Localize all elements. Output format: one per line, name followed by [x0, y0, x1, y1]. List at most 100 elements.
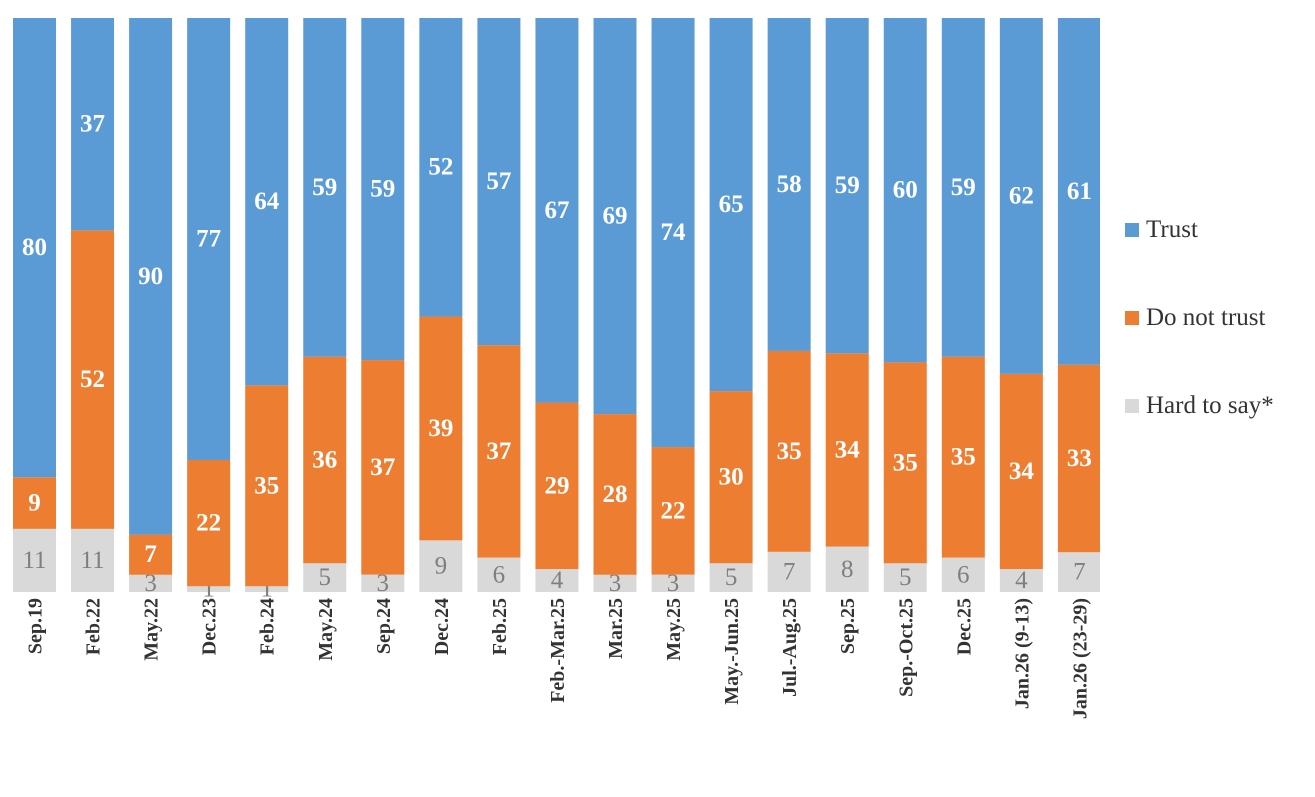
legend-item-hard-to-say: Hard to say* [1125, 388, 1274, 424]
x-tick-label-1: Sep.19 [25, 598, 47, 654]
bar-segment-do-not-trust-15 [825, 353, 869, 547]
data-label-trust-14: 58 [777, 171, 802, 198]
data-label-hard-to-say-2: 11 [81, 547, 105, 574]
bar-segment-hard-to-say-2 [71, 528, 115, 592]
bar-segment-do-not-trust-1 [13, 477, 56, 529]
bar-segment-trust-12 [651, 18, 695, 448]
bar-segment-hard-to-say-5 [245, 586, 289, 592]
data-label-do-not-trust-17: 35 [951, 444, 976, 471]
data-label-hard-to-say-11: 3 [609, 570, 622, 597]
bar-segment-hard-to-say-17 [941, 557, 985, 592]
data-label-hard-to-say-14: 7 [783, 558, 796, 585]
bar-segment-do-not-trust-3 [129, 534, 173, 575]
data-label-trust-13: 65 [719, 191, 744, 218]
data-label-do-not-trust-12: 22 [661, 497, 686, 524]
bar-segment-hard-to-say-6 [303, 563, 347, 592]
bar-segment-hard-to-say-16 [883, 563, 927, 592]
data-label-hard-to-say-1: 11 [22, 547, 46, 574]
data-label-do-not-trust-16: 35 [893, 449, 918, 476]
x-tick-label-19: Jan.26 (23-29) [1069, 598, 1091, 719]
bar-segment-do-not-trust-14 [767, 350, 811, 552]
data-label-do-not-trust-15: 34 [835, 436, 861, 463]
data-label-do-not-trust-8: 39 [428, 415, 453, 442]
bar-segment-hard-to-say-19 [1057, 552, 1100, 592]
data-label-hard-to-say-17: 6 [957, 561, 970, 588]
legend-item-trust: Trust [1125, 212, 1274, 248]
data-label-hard-to-say-16: 5 [899, 564, 912, 591]
bar-segment-do-not-trust-10 [535, 402, 579, 570]
data-label-do-not-trust-10: 29 [544, 472, 569, 499]
data-label-hard-to-say-7: 3 [377, 570, 390, 597]
bar-segment-trust-17 [941, 18, 985, 357]
bar-segment-hard-to-say-15 [825, 546, 869, 592]
bar-segment-hard-to-say-7 [361, 574, 405, 592]
x-tick-label-10: Feb.-Mar.25 [547, 598, 569, 703]
x-tick-label-2: Feb.22 [83, 598, 105, 655]
data-label-do-not-trust-6: 36 [312, 446, 337, 473]
x-tick-label-15: Sep.25 [837, 598, 859, 654]
data-label-hard-to-say-10: 4 [551, 567, 564, 594]
bar-segment-trust-4 [187, 18, 231, 460]
data-label-trust-10: 67 [544, 197, 569, 224]
bar-segment-do-not-trust-11 [593, 414, 637, 575]
data-label-trust-2: 37 [80, 111, 105, 138]
bar-segment-do-not-trust-19 [1057, 364, 1100, 553]
bar-segment-trust-18 [999, 18, 1043, 374]
data-label-do-not-trust-19: 33 [1067, 445, 1092, 472]
legend: Trust Do not trust Hard to say* [1125, 212, 1274, 476]
bar-segment-do-not-trust-5 [245, 385, 289, 587]
data-label-hard-to-say-12: 3 [667, 570, 680, 597]
data-label-trust-11: 69 [603, 203, 628, 230]
bar-segment-trust-2 [71, 18, 115, 231]
data-label-do-not-trust-18: 34 [1009, 458, 1035, 485]
bar-segment-hard-to-say-9 [477, 557, 521, 592]
data-label-trust-17: 59 [951, 174, 976, 201]
data-label-trust-7: 59 [370, 176, 395, 203]
x-tick-label-9: Feb.25 [489, 598, 511, 655]
stacked-bar-chart: 11980Sep.19115237Feb.223790May.2212277De… [13, 18, 1100, 719]
data-label-trust-3: 90 [138, 263, 163, 290]
legend-swatch-do-not-trust [1125, 311, 1139, 325]
bar-segment-hard-to-say-11 [593, 574, 637, 592]
data-label-do-not-trust-3: 7 [144, 541, 157, 568]
bar-segment-trust-13 [709, 18, 753, 392]
bar-segment-trust-9 [477, 18, 521, 346]
data-label-trust-9: 57 [486, 168, 511, 195]
bar-segment-do-not-trust-4 [187, 459, 231, 587]
data-label-do-not-trust-5: 35 [254, 472, 279, 499]
bar-segment-trust-1 [13, 18, 56, 478]
bar-segment-hard-to-say-8 [419, 540, 463, 592]
bar-segment-hard-to-say-1 [13, 528, 56, 592]
x-tick-label-18: Jan.26 (9-13) [1011, 598, 1033, 709]
bar-segment-do-not-trust-17 [941, 356, 985, 558]
data-label-hard-to-say-3: 3 [144, 570, 157, 597]
bar-segment-hard-to-say-4 [187, 586, 231, 592]
data-label-trust-15: 59 [835, 172, 860, 199]
data-label-hard-to-say-15: 8 [841, 556, 854, 583]
bar-segment-trust-16 [883, 18, 927, 363]
x-tick-label-4: Dec.23 [199, 598, 221, 655]
legend-item-do-not-trust: Do not trust [1125, 300, 1274, 336]
legend-swatch-hard-to-say [1125, 399, 1139, 413]
data-label-trust-5: 64 [254, 188, 280, 215]
x-tick-label-14: Jul.-Aug.25 [779, 598, 801, 697]
bar-segment-trust-5 [245, 18, 289, 386]
data-label-hard-to-say-9: 6 [493, 561, 506, 588]
bar-segment-hard-to-say-12 [651, 574, 695, 592]
x-tick-label-8: Dec.24 [431, 598, 453, 655]
data-label-do-not-trust-14: 35 [777, 438, 802, 465]
x-tick-label-12: May.25 [663, 598, 685, 661]
data-label-trust-12: 74 [661, 219, 687, 246]
data-label-trust-18: 62 [1009, 182, 1034, 209]
data-label-trust-1: 80 [22, 234, 47, 261]
bar-segment-hard-to-say-10 [535, 569, 579, 592]
data-label-trust-4: 77 [196, 225, 221, 252]
data-label-hard-to-say-6: 5 [319, 564, 332, 591]
x-tick-label-17: Dec.25 [953, 598, 975, 655]
bar-segment-hard-to-say-3 [129, 574, 173, 592]
legend-label-do-not-trust: Do not trust [1146, 304, 1266, 331]
data-label-do-not-trust-2: 52 [80, 366, 105, 393]
legend-label-hard-to-say: Hard to say* [1146, 392, 1274, 419]
bar-segment-do-not-trust-2 [71, 230, 115, 529]
data-label-do-not-trust-7: 37 [370, 454, 395, 481]
